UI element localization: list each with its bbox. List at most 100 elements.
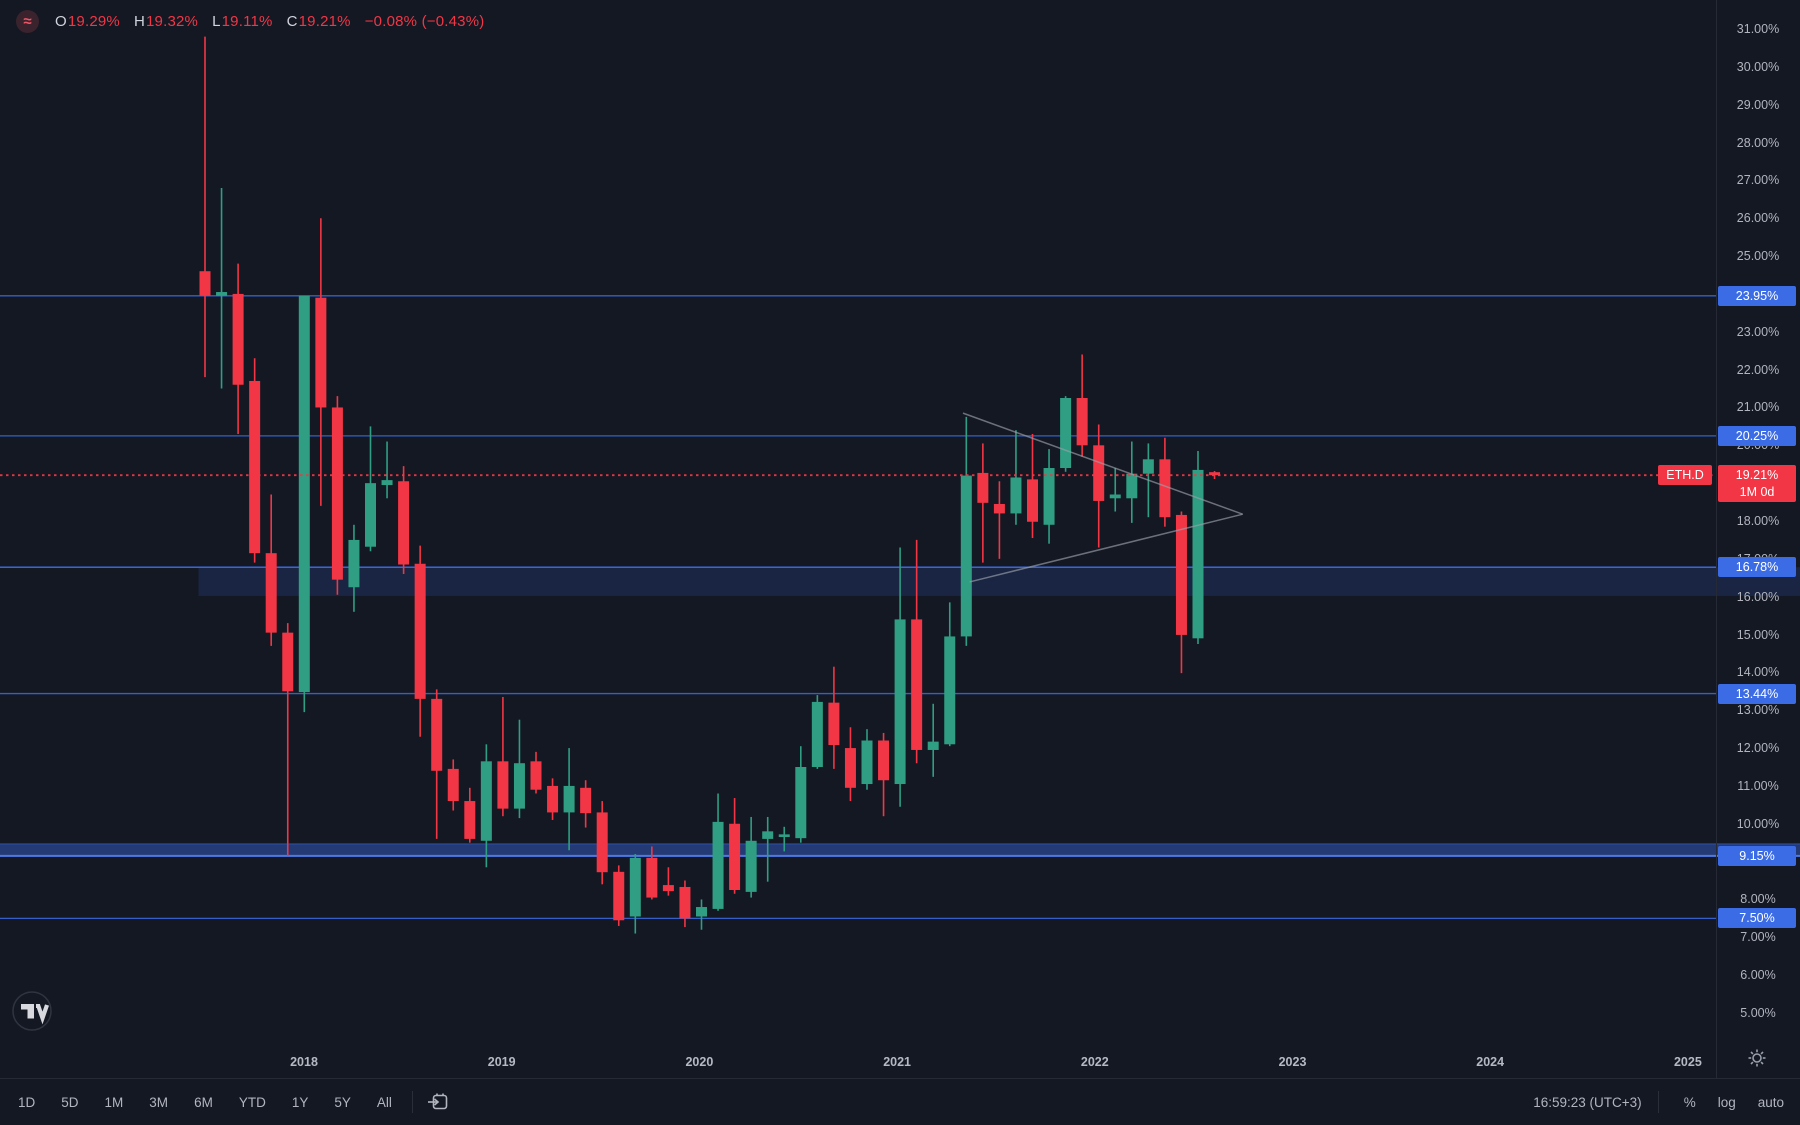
date-range-buttons: 1D 5D 1M 3M 6M YTD 1Y 5Y All — [0, 1095, 392, 1110]
triangle-trendline-lower[interactable] — [969, 513, 1243, 583]
time-axis-year-label: 2022 — [1080, 1055, 1109, 1069]
symbol-price-tag: ETH.D — [1658, 465, 1712, 486]
price-axis-tick: 28.00% — [1736, 135, 1780, 150]
candle-13 — [414, 545, 426, 737]
ohlc-readout: O 19.29% H 19.32% L 19.11% C 19.21% −0.08% (… — [55, 13, 484, 30]
range-button-ytd[interactable]: YTD — [238, 1094, 266, 1110]
candle-body — [795, 766, 807, 839]
range-button-1d[interactable]: 1D — [18, 1094, 36, 1110]
candle-31 — [712, 793, 724, 911]
level-price-badge: 9.15% — [1718, 845, 1796, 866]
time-axis-year-label: 2023 — [1278, 1055, 1307, 1069]
candle-2 — [232, 263, 244, 434]
candle-40 — [861, 729, 873, 790]
candle-58 — [1159, 437, 1171, 527]
percent-scale-button[interactable]: % — [1683, 1094, 1696, 1110]
range-button-5d[interactable]: 5D — [61, 1094, 79, 1110]
bottom-toolbar: 1D 5D 1M 3M 6M YTD 1Y 5Y All — [0, 1079, 1800, 1125]
candle-body — [1159, 459, 1171, 518]
candle-body — [646, 857, 658, 898]
time-axis-year-label: 2024 — [1476, 1055, 1505, 1069]
range-button-1m[interactable]: 1M — [104, 1094, 124, 1110]
candle-34 — [762, 816, 774, 882]
range-button-all[interactable]: All — [376, 1094, 392, 1110]
candle-body — [878, 740, 890, 781]
candle-6 — [298, 295, 310, 713]
candle-body — [381, 480, 393, 486]
price-axis-tick: 18.00% — [1736, 513, 1780, 528]
candle-body — [431, 698, 443, 771]
candle-body — [828, 702, 840, 746]
candle-body — [745, 840, 757, 892]
candle-body — [762, 831, 774, 839]
open-value: 19.29% — [67, 12, 120, 30]
candle-body — [1093, 445, 1105, 501]
candle-body — [547, 785, 559, 813]
candle-30 — [696, 899, 707, 930]
candle-body — [729, 823, 741, 890]
candle-body — [679, 886, 691, 919]
candle-body — [563, 785, 575, 813]
candle-24 — [596, 801, 608, 885]
high-value: 19.32% — [146, 12, 199, 30]
candle-0 — [199, 36, 211, 378]
price-axis-tick: 10.00% — [1736, 816, 1780, 831]
candle-body — [613, 871, 625, 921]
candle-body — [1126, 473, 1138, 499]
candle-32 — [729, 798, 741, 894]
tradingview-logo[interactable] — [11, 990, 53, 1037]
toolbar-divider — [411, 1091, 413, 1113]
candle-43 — [911, 539, 923, 764]
change-value: −0.08% (−0.43%) — [364, 12, 485, 30]
candle-body — [249, 380, 261, 554]
price-axis-tick: 15.00% — [1736, 627, 1780, 642]
range-button-3m[interactable]: 3M — [149, 1094, 169, 1110]
candle-59 — [1175, 511, 1187, 674]
range-button-1y[interactable]: 1Y — [291, 1094, 309, 1110]
candle-50 — [1027, 433, 1038, 539]
candle-body — [315, 297, 327, 408]
go-to-date-icon[interactable] — [427, 1092, 449, 1112]
price-axis-tick: 27.00% — [1736, 173, 1780, 188]
candle-5 — [282, 623, 294, 856]
candle-61 — [1209, 471, 1221, 479]
candle-body — [580, 787, 592, 814]
candle-7 — [315, 218, 327, 506]
candle-body — [398, 481, 410, 565]
triangle-trendline-upper[interactable] — [962, 412, 1243, 515]
candle-35 — [778, 826, 790, 852]
supply-demand-zone-1[interactable] — [0, 843, 1800, 857]
candle-23 — [580, 780, 592, 828]
supply-demand-zone-0[interactable] — [198, 567, 1800, 596]
range-button-5y[interactable]: 5Y — [334, 1094, 351, 1110]
candle-22 — [563, 748, 575, 851]
log-scale-button[interactable]: log — [1717, 1094, 1736, 1110]
candle-36 — [795, 746, 807, 843]
candle-55 — [1109, 468, 1121, 512]
range-button-6m[interactable]: 6M — [194, 1094, 213, 1110]
auto-scale-button[interactable]: auto — [1757, 1094, 1784, 1110]
open-label: O — [55, 12, 67, 30]
candle-27 — [646, 846, 658, 900]
candle-body — [199, 271, 211, 296]
candle-47 — [977, 443, 989, 563]
candle-body — [447, 768, 459, 802]
candle-body — [778, 834, 790, 838]
axis-settings-gear-icon[interactable] — [1746, 1047, 1768, 1074]
candle-21 — [547, 778, 559, 820]
bar-countdown: 1M 0d — [1739, 485, 1775, 500]
clock[interactable]: 16:59:23 (UTC+3) — [1533, 1094, 1642, 1110]
candle-33 — [745, 816, 757, 898]
candle-48 — [993, 481, 1005, 559]
symbol-legend[interactable]: ≈ O 19.29% H 19.32% L 19.11% C 19.21% −0.08%… — [16, 8, 484, 34]
price-axis-tick: 5.00% — [1740, 1005, 1776, 1020]
candle-39 — [844, 727, 856, 802]
candle-19 — [513, 719, 525, 819]
low-label: L — [212, 12, 221, 30]
price-axis-tick: 7.00% — [1740, 930, 1776, 945]
candle-body — [232, 293, 244, 385]
current-price-value: 19.21% — [1735, 468, 1779, 483]
current-price-badge: 19.21% 1M 0d — [1718, 465, 1796, 503]
candle-25 — [613, 865, 625, 926]
